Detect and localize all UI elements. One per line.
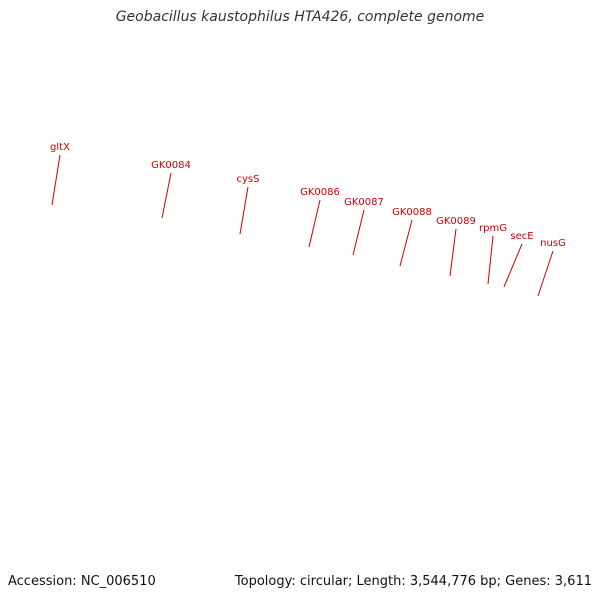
label-leader-line: [352, 209, 365, 256]
label-leader-line: [308, 199, 321, 248]
gene-label-sece: secE: [510, 231, 533, 242]
gene-label-gk0086: GK0086: [300, 187, 340, 198]
gene-label-gk0089: GK0089: [436, 216, 476, 227]
label-leader-line: [503, 243, 523, 288]
label-leader-line: [239, 186, 249, 235]
gene-label-gk0088: GK0088: [392, 207, 432, 218]
gene-label-gltx: gltX: [50, 142, 70, 153]
label-leader-line: [399, 219, 413, 267]
label-leader-line: [537, 250, 554, 297]
label-leader-line: [487, 235, 494, 285]
gene-label-gk0087: GK0087: [344, 197, 384, 208]
genome-info-text: Topology: circular; Length: 3,544,776 bp…: [234, 574, 592, 589]
gene-label-cyss: cysS: [237, 174, 260, 185]
gene-label-nusg: nusG: [540, 238, 566, 249]
label-leader-line: [51, 154, 61, 206]
accession-text: Accession: NC_006510: [8, 574, 156, 589]
label-leader-line: [449, 228, 457, 277]
label-leader-line: [161, 172, 172, 219]
gene-label-gk0084: GK0084: [151, 160, 191, 171]
gene-label-rpmg: rpmG: [479, 223, 507, 234]
map-title: Geobacillus kaustophilus HTA426, complet…: [115, 9, 485, 25]
